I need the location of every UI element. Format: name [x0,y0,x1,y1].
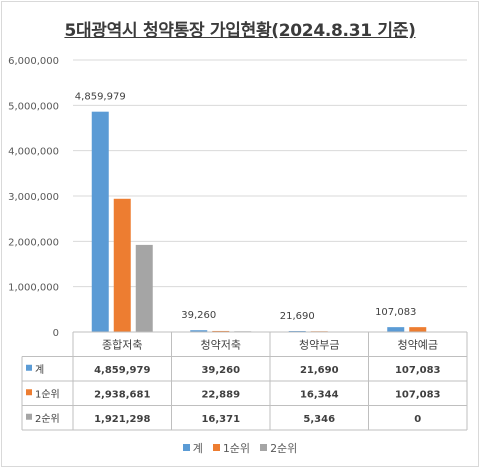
legend-label: 1순위 [222,442,251,455]
x-category-label: 청약예금 [398,337,438,351]
legend-swatch [182,444,190,451]
table-cell: 4,859,979 [94,365,150,376]
table-cell: 16,371 [201,414,240,425]
legend: 계 1순위 2순위 [2,440,478,456]
table-row-header: 1순위 [35,387,60,400]
table-cell: 0 [414,414,421,425]
x-category-label: 청약저축 [201,337,241,351]
bar-1순위-청약예금 [409,327,427,332]
data-label: 107,083 [375,307,416,318]
legend-swatch [260,444,268,451]
y-tick-label: 5,000,000 [8,101,59,112]
y-tick-label: 2,000,000 [8,237,59,248]
table-row-header: 계 [35,364,44,376]
data-label: 39,260 [181,310,216,321]
y-tick-label: 0 [53,328,59,339]
bar-2순위-종합저축 [135,244,153,332]
y-tick-label: 4,000,000 [8,147,59,158]
legend-item-2순위: 2순위 [260,440,297,456]
table-cell: 39,260 [201,365,240,376]
data-label: 21,690 [280,311,315,322]
bar-1순위-종합저축 [113,198,131,332]
legend-item-1순위: 1순위 [212,440,251,456]
bar-계-청약저축 [190,330,208,332]
table-cell: 5,346 [303,414,335,425]
legend-label: 2순위 [270,442,298,455]
y-tick-label: 1,000,000 [8,283,59,294]
legend-item-계: 계 [182,440,203,456]
table-cell: 16,344 [300,389,339,400]
x-category-label: 종합저축 [102,338,142,351]
table-row-swatch [26,364,32,371]
table-cell: 107,083 [395,365,441,376]
table-row-header: 2순위 [35,412,60,425]
chart-title: 5대광역시 청약통장 가입현황(2024.8.31 기준) [64,21,416,41]
y-tick-label: 3,000,000 [8,192,59,203]
bar-1순위-청약저축 [212,330,230,332]
bar-계-종합저축 [91,111,109,332]
table-cell: 1,921,298 [94,414,150,425]
table-cell: 21,690 [300,365,339,376]
legend-label: 계 [192,442,203,455]
data-label: 4,859,979 [75,92,126,103]
y-tick-label: 6,000,000 [8,56,59,67]
x-category-label: 청약부금 [299,337,339,351]
bar-계-청약예금 [387,327,405,332]
table-cell: 22,889 [201,389,240,400]
table-row-swatch [26,389,32,396]
legend-swatch [212,444,220,451]
table-cell: 2,938,681 [94,389,150,400]
table-row-swatch [26,413,32,420]
table-cell: 107,083 [395,389,441,400]
